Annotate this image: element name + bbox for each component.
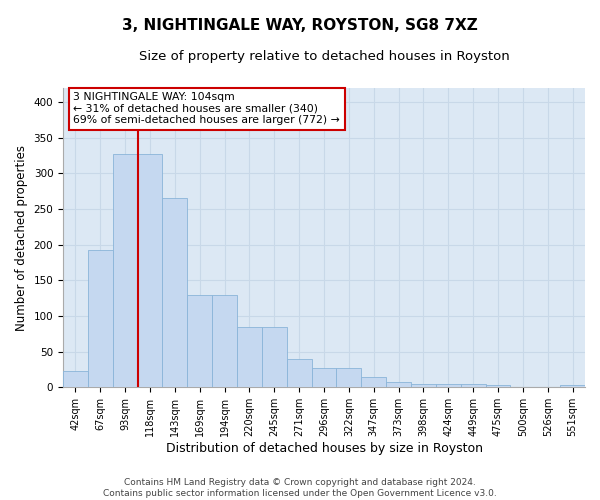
Bar — [337, 368, 361, 388]
Bar — [311, 368, 337, 388]
X-axis label: Distribution of detached houses by size in Royston: Distribution of detached houses by size … — [166, 442, 482, 455]
Bar — [262, 326, 287, 388]
Bar — [287, 359, 311, 388]
Bar — [137, 154, 163, 388]
Bar — [461, 384, 485, 388]
Text: 3, NIGHTINGALE WAY, ROYSTON, SG8 7XZ: 3, NIGHTINGALE WAY, ROYSTON, SG8 7XZ — [122, 18, 478, 32]
Bar — [361, 378, 386, 388]
Y-axis label: Number of detached properties: Number of detached properties — [15, 144, 28, 330]
Bar — [485, 385, 511, 388]
Bar — [163, 198, 187, 388]
Text: Contains HM Land Registry data © Crown copyright and database right 2024.
Contai: Contains HM Land Registry data © Crown c… — [103, 478, 497, 498]
Bar — [63, 371, 88, 388]
Title: Size of property relative to detached houses in Royston: Size of property relative to detached ho… — [139, 50, 509, 63]
Bar — [237, 326, 262, 388]
Text: 3 NIGHTINGALE WAY: 104sqm
← 31% of detached houses are smaller (340)
69% of semi: 3 NIGHTINGALE WAY: 104sqm ← 31% of detac… — [73, 92, 340, 126]
Bar — [411, 384, 436, 388]
Bar — [560, 385, 585, 388]
Bar — [88, 250, 113, 388]
Bar — [212, 294, 237, 388]
Bar — [386, 382, 411, 388]
Bar — [113, 154, 137, 388]
Bar — [436, 384, 461, 388]
Bar — [187, 294, 212, 388]
